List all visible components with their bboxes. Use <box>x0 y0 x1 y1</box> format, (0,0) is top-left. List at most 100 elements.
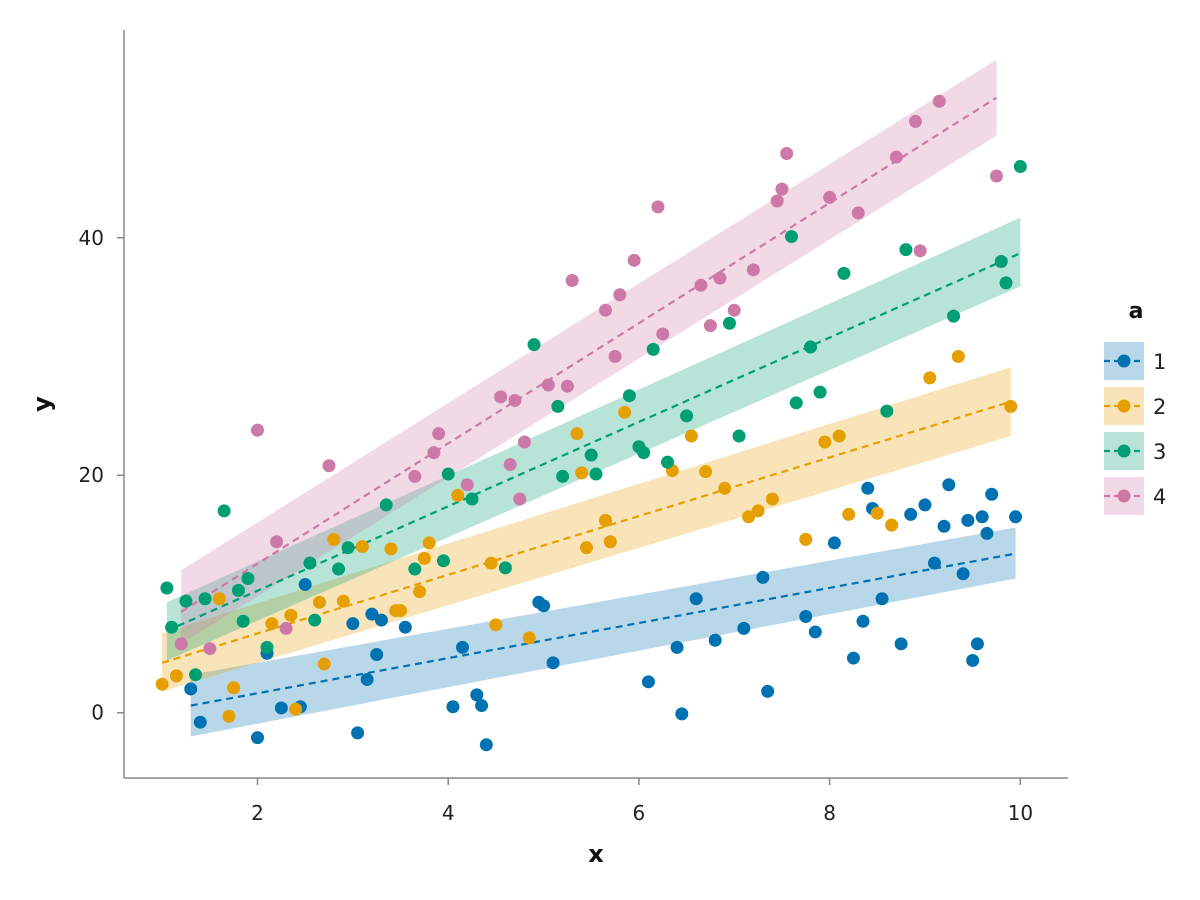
data-point-series-4 <box>713 271 727 285</box>
data-point-series-1 <box>904 507 918 521</box>
data-point-series-1 <box>398 620 412 634</box>
data-point-series-1 <box>846 651 860 665</box>
data-point-series-2 <box>413 585 427 599</box>
data-point-series-1 <box>942 478 956 492</box>
data-point-series-2 <box>885 518 899 532</box>
fit-line-series-2 <box>161 400 1012 664</box>
x-tick-label: 4 <box>442 801 455 825</box>
data-point-series-1 <box>985 487 999 501</box>
data-point-series-3 <box>804 340 818 354</box>
x-tick-label: 10 <box>1008 801 1033 825</box>
data-point-series-1 <box>641 675 655 689</box>
data-point-series-4 <box>427 446 441 460</box>
data-point-series-2 <box>336 594 350 608</box>
data-point-series-1 <box>193 715 207 729</box>
data-point-series-2 <box>417 551 431 565</box>
data-point-series-3 <box>584 448 598 462</box>
data-point-series-4 <box>503 458 517 472</box>
data-point-series-1 <box>708 633 722 647</box>
data-point-series-1 <box>937 519 951 533</box>
data-point-series-1 <box>975 510 989 524</box>
x-axis-ticks: 2 4 6 8 10 <box>251 778 1033 825</box>
data-point-series-3 <box>722 316 736 330</box>
data-point-series-1 <box>346 617 360 631</box>
data-point-series-1 <box>856 614 870 628</box>
legend: a 1 2 3 4 <box>1104 299 1166 515</box>
legend-label: 3 <box>1153 440 1166 464</box>
data-point-series-2 <box>951 350 965 364</box>
data-point-series-4 <box>279 621 293 635</box>
data-point-series-3 <box>231 583 245 597</box>
data-point-series-2 <box>751 504 765 518</box>
data-point-series-1 <box>475 699 489 713</box>
data-point-series-1 <box>537 599 551 613</box>
data-point-series-4 <box>627 253 641 267</box>
data-point-series-1 <box>799 610 813 624</box>
data-point-series-1 <box>894 637 908 651</box>
data-point-series-2 <box>765 492 779 506</box>
data-point-series-1 <box>250 731 264 745</box>
data-point-series-4 <box>565 274 579 288</box>
data-point-series-1 <box>1009 510 1023 524</box>
confidence-band-series-4 <box>181 59 997 644</box>
data-point-series-3 <box>999 276 1013 290</box>
data-point-series-4 <box>560 379 574 393</box>
data-point-series-3 <box>260 640 274 654</box>
data-point-series-3 <box>784 230 798 244</box>
data-point-series-3 <box>899 243 913 257</box>
data-point-series-3 <box>303 556 317 570</box>
confidence-band-series-1 <box>190 527 1016 737</box>
data-point-series-3 <box>441 467 455 481</box>
data-point-series-2 <box>818 435 832 449</box>
data-point-series-1 <box>808 625 822 639</box>
fit-line-series-4 <box>180 96 998 613</box>
data-point-series-3 <box>236 614 250 628</box>
data-point-series-3 <box>241 572 255 586</box>
legend-label: 2 <box>1153 395 1166 419</box>
data-point-series-2 <box>799 532 813 546</box>
data-point-series-4 <box>889 150 903 164</box>
data-points <box>155 94 1027 752</box>
data-point-series-3 <box>465 492 479 506</box>
data-point-series-1 <box>918 498 932 512</box>
data-point-series-1 <box>737 621 751 635</box>
data-point-series-3 <box>880 404 894 418</box>
legend-swatch-marker <box>1117 399 1131 413</box>
data-point-series-1 <box>756 570 770 584</box>
data-point-series-4 <box>250 423 264 437</box>
data-point-series-4 <box>908 114 922 128</box>
data-point-series-2 <box>575 466 589 480</box>
data-point-series-1 <box>827 536 841 550</box>
data-point-series-3 <box>198 592 212 606</box>
data-point-series-1 <box>980 526 994 540</box>
data-point-series-2 <box>317 657 331 671</box>
data-point-series-2 <box>742 510 756 524</box>
data-point-series-2 <box>579 541 593 555</box>
legend-label: 4 <box>1153 485 1166 509</box>
data-point-series-2 <box>327 532 341 546</box>
data-point-series-2 <box>212 592 226 606</box>
data-point-series-1 <box>928 556 942 570</box>
data-point-series-1 <box>298 577 312 591</box>
data-point-series-1 <box>689 592 703 606</box>
y-tick-label: 20 <box>79 463 104 487</box>
data-point-series-1 <box>670 640 684 654</box>
data-point-series-3 <box>637 446 651 460</box>
data-point-series-1 <box>365 607 379 621</box>
data-point-series-2 <box>222 709 236 723</box>
data-point-series-4 <box>513 492 527 506</box>
data-point-series-4 <box>703 319 717 333</box>
data-point-series-1 <box>675 707 689 721</box>
data-point-series-3 <box>680 409 694 423</box>
data-point-series-4 <box>203 642 217 656</box>
data-point-series-2 <box>522 631 536 645</box>
data-point-series-3 <box>332 562 346 576</box>
data-point-series-4 <box>932 94 946 108</box>
data-point-series-3 <box>179 594 193 608</box>
data-point-series-3 <box>308 613 322 627</box>
data-point-series-4 <box>599 303 613 317</box>
data-point-series-4 <box>727 303 741 317</box>
legend-label: 1 <box>1153 350 1166 374</box>
data-point-series-4 <box>770 194 784 208</box>
